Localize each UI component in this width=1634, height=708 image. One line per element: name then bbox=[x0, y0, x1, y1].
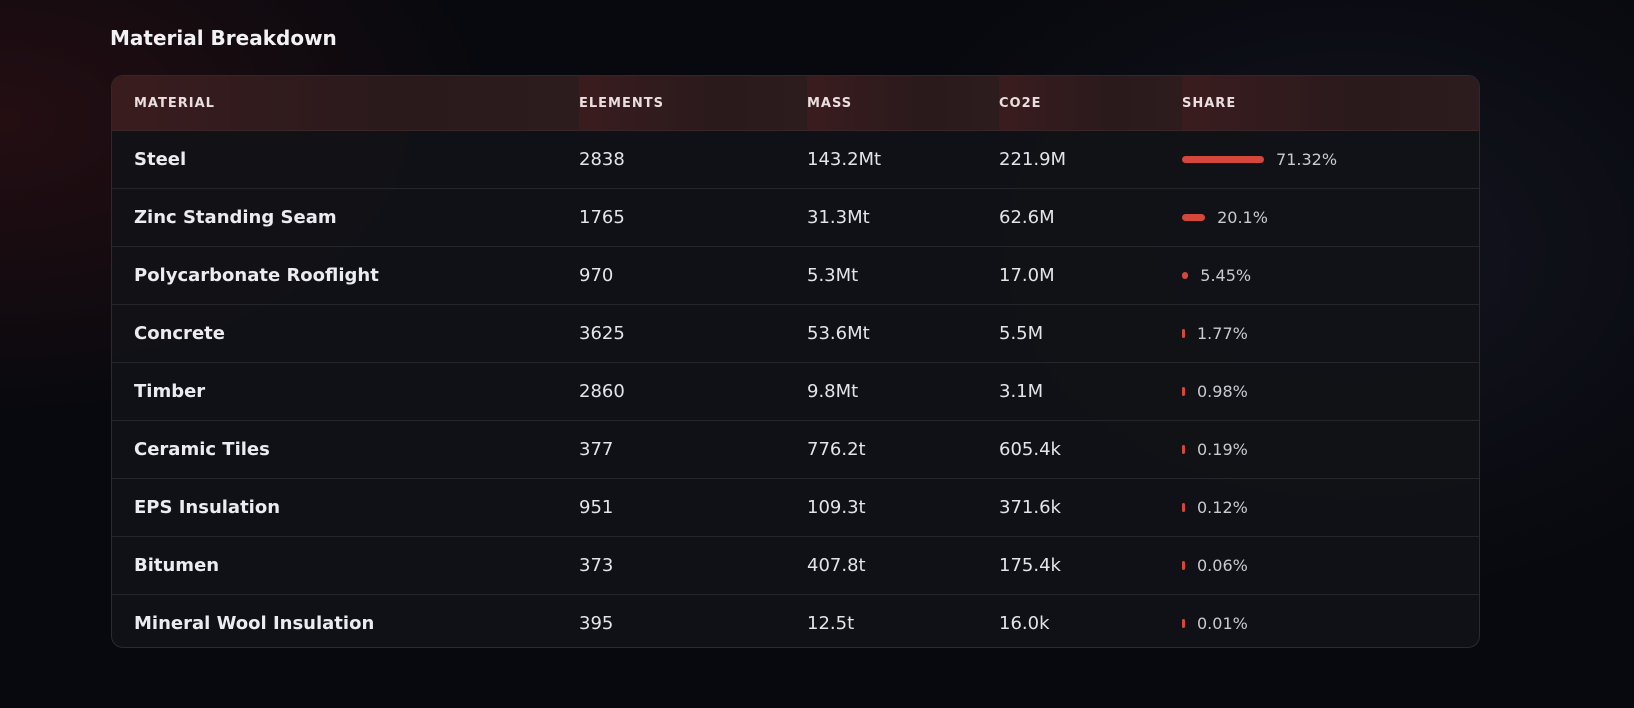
material-cell: Polycarbonate Rooflight bbox=[112, 246, 579, 305]
share-group: 0.01% bbox=[1182, 614, 1479, 633]
share-group: 5.45% bbox=[1182, 266, 1479, 285]
share-group: 0.12% bbox=[1182, 498, 1479, 517]
elements-cell: 1765 bbox=[579, 188, 807, 247]
share-label: 0.06% bbox=[1197, 556, 1248, 575]
share-group: 0.98% bbox=[1182, 382, 1479, 401]
header-row: MATERIAL ELEMENTS MASS CO2E SHARE bbox=[112, 76, 1479, 131]
elements-cell: 970 bbox=[579, 246, 807, 305]
share-bar bbox=[1182, 619, 1185, 628]
mass-cell: 109.3t bbox=[807, 478, 999, 537]
share-cell: 71.32% bbox=[1182, 130, 1479, 189]
table-row: Ceramic Tiles 377 776.2t 605.4k 0.19% bbox=[112, 420, 1479, 479]
mass-cell: 53.6Mt bbox=[807, 304, 999, 363]
share-label: 0.01% bbox=[1197, 614, 1248, 633]
share-label: 20.1% bbox=[1217, 208, 1268, 227]
table-card: MATERIAL ELEMENTS MASS CO2E SHARE Steel 2838 1… bbox=[111, 75, 1480, 648]
table-row: Timber 2860 9.8Mt 3.1M 0.98% bbox=[112, 362, 1479, 421]
co2e-cell: 371.6k bbox=[999, 478, 1182, 537]
table-row: EPS Insulation 951 109.3t 371.6k 0.12% bbox=[112, 478, 1479, 537]
share-label: 0.19% bbox=[1197, 440, 1248, 459]
section-title: Material Breakdown bbox=[110, 26, 337, 50]
mass-cell: 12.5t bbox=[807, 613, 855, 634]
elements-cell: 2860 bbox=[579, 362, 807, 421]
table-row: Steel 2838 143.2Mt 221.9M 71.32% bbox=[112, 130, 1479, 189]
table-row: Polycarbonate Rooflight 970 5.3Mt 17.0M 5.45… bbox=[112, 246, 1479, 305]
material-cell: Steel bbox=[112, 130, 579, 189]
mass-cell: 776.2t bbox=[807, 420, 999, 479]
table-row: Zinc Standing Seam 1765 31.3Mt 62.6M 20.1% bbox=[112, 188, 1479, 247]
elements-cell: 3625 bbox=[579, 304, 807, 363]
share-group: 71.32% bbox=[1182, 150, 1479, 169]
share-label: 5.45% bbox=[1200, 266, 1252, 285]
share-label: 0.98% bbox=[1197, 382, 1248, 401]
share-group: 20.1% bbox=[1182, 208, 1479, 227]
mass-cell: 143.2Mt bbox=[807, 130, 999, 189]
share-label: 0.12% bbox=[1197, 498, 1248, 517]
co2e-cell: 5.5M bbox=[999, 304, 1182, 363]
share-label: 71.32% bbox=[1276, 150, 1338, 169]
share-cell: 0.01% bbox=[1182, 595, 1479, 648]
share-cell: 0.06% bbox=[1182, 536, 1479, 595]
co2e-cell: 3.1M bbox=[999, 362, 1182, 421]
co2e-cell: 62.6M bbox=[999, 188, 1182, 247]
material-cell: Mineral Wool Insulation bbox=[134, 613, 375, 634]
share-bar bbox=[1182, 156, 1265, 163]
table-row: Concrete 3625 53.6Mt 5.5M 1.77% bbox=[112, 304, 1479, 363]
share-cell: 0.98% bbox=[1182, 362, 1479, 421]
share-bar bbox=[1182, 445, 1185, 454]
table-row: Bitumen 373 407.8t 175.4k 0.06% bbox=[112, 536, 1479, 595]
elements-cell: 373 bbox=[579, 536, 807, 595]
co2e-cell: 16.0k bbox=[999, 613, 1050, 634]
share-cell: 5.45% bbox=[1182, 246, 1479, 305]
co2e-cell: 17.0M bbox=[999, 246, 1182, 305]
elements-cell: 951 bbox=[579, 478, 807, 537]
material-cell: Concrete bbox=[112, 304, 579, 363]
elements-cell: 395 bbox=[579, 613, 614, 634]
share-cell: 1.77% bbox=[1182, 304, 1479, 363]
share-bar bbox=[1182, 329, 1185, 338]
elements-cell: 2838 bbox=[579, 130, 807, 189]
elements-cell: 377 bbox=[579, 420, 807, 479]
share-label: 1.77% bbox=[1197, 324, 1248, 343]
share-bar bbox=[1182, 503, 1185, 512]
material-cell: Zinc Standing Seam bbox=[112, 188, 579, 247]
share-cell: 20.1% bbox=[1182, 188, 1479, 247]
share-bar bbox=[1182, 272, 1189, 279]
share-cell: 0.19% bbox=[1182, 420, 1479, 479]
share-bar bbox=[1182, 214, 1206, 221]
material-cell: Timber bbox=[112, 362, 579, 421]
material-cell: Ceramic Tiles bbox=[112, 420, 579, 479]
mass-cell: 5.3Mt bbox=[807, 246, 999, 305]
table-row: Mineral Wool Insulation 395 12.5t 16.0k 0.01… bbox=[112, 595, 1479, 648]
mass-cell: 407.8t bbox=[807, 536, 999, 595]
share-group: 0.19% bbox=[1182, 440, 1479, 459]
column-header: ELEMENTS bbox=[579, 76, 807, 131]
column-header: CO2E bbox=[999, 76, 1182, 131]
co2e-cell: 221.9M bbox=[999, 130, 1182, 189]
share-group: 1.77% bbox=[1182, 324, 1479, 343]
share-bar bbox=[1182, 561, 1185, 570]
column-header: MATERIAL bbox=[112, 76, 579, 131]
co2e-cell: 605.4k bbox=[999, 420, 1182, 479]
co2e-cell: 175.4k bbox=[999, 536, 1182, 595]
material-table: MATERIAL ELEMENTS MASS CO2E SHARE Steel 2838 1… bbox=[112, 76, 1479, 648]
share-group: 0.06% bbox=[1182, 556, 1479, 575]
table-body: Steel 2838 143.2Mt 221.9M 71.32% Zinc Standin… bbox=[112, 130, 1479, 648]
share-bar bbox=[1182, 387, 1185, 396]
column-header: MASS bbox=[807, 76, 999, 131]
mass-cell: 9.8Mt bbox=[807, 362, 999, 421]
material-cell: EPS Insulation bbox=[112, 478, 579, 537]
share-cell: 0.12% bbox=[1182, 478, 1479, 537]
mass-cell: 31.3Mt bbox=[807, 188, 999, 247]
column-header: SHARE bbox=[1182, 76, 1479, 131]
material-cell: Bitumen bbox=[112, 536, 579, 595]
